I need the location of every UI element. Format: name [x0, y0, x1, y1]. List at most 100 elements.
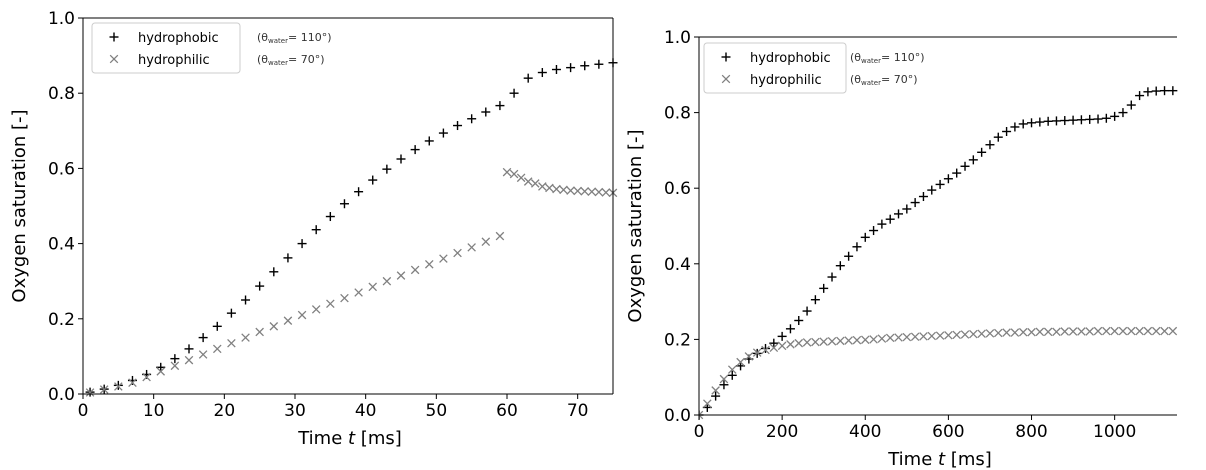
point-hydrophobic: [241, 295, 251, 305]
point-hydrophobic: [212, 321, 222, 331]
point-hydrophobic: [877, 219, 887, 229]
x-tick-label: 400: [849, 422, 881, 442]
point-hydrophilic: [885, 333, 895, 343]
point-hydrophilic: [396, 271, 406, 280]
point-hydrophilic: [827, 337, 837, 346]
point-hydrophobic: [860, 232, 870, 242]
x-tick-label: 0: [694, 422, 705, 442]
point-hydrophobic: [977, 147, 987, 157]
contact-angle-note: (θwater= 70°): [257, 53, 325, 67]
point-hydrophilic: [198, 350, 208, 359]
point-hydrophobic: [993, 132, 1003, 142]
x-axis-label-part: Time: [297, 428, 348, 449]
point-hydrophilic: [761, 345, 770, 355]
point-hydrophilic: [255, 327, 264, 337]
point-hydrophilic: [502, 167, 512, 177]
point-hydrophilic: [382, 276, 392, 286]
point-hydrophilic: [1077, 327, 1086, 336]
note-prefix: (θ: [850, 73, 861, 86]
point-hydrophilic: [283, 316, 293, 325]
x-tick-label: 20: [214, 401, 236, 421]
point-hydrophilic: [752, 348, 762, 357]
point-hydrophilic: [1043, 327, 1053, 337]
point-hydrophobic: [794, 316, 804, 325]
point-hydrophilic: [1110, 326, 1119, 336]
point-hydrophilic: [993, 328, 1003, 338]
point-hydrophilic: [467, 243, 476, 252]
point-hydrophilic: [538, 182, 547, 191]
point-hydrophobic: [537, 68, 547, 78]
y-tick-label: 1.0: [48, 9, 75, 29]
point-hydrophilic: [744, 352, 754, 361]
point-hydrophilic: [927, 331, 937, 341]
point-hydrophilic: [786, 340, 795, 349]
point-hydrophilic: [952, 330, 961, 340]
point-hydrophilic: [894, 333, 903, 342]
point-hydrophobic: [761, 343, 771, 353]
legend-label-hydrophilic: hydrophilic: [138, 53, 210, 68]
note-subscript: water: [861, 79, 881, 87]
point-hydrophobic: [396, 154, 406, 164]
point-hydrophilic: [919, 332, 928, 341]
y-tick-label: 1.0: [664, 28, 691, 48]
legend: hydrophobic hydrophilic: [703, 42, 847, 94]
y-tick-label: 0.0: [48, 385, 75, 405]
point-hydrophobic: [424, 136, 434, 146]
point-hydrophobic: [1018, 119, 1028, 129]
point-hydrophobic: [453, 121, 463, 131]
point-hydrophobic: [1160, 86, 1170, 96]
point-hydrophilic: [1160, 326, 1169, 336]
point-hydrophobic: [852, 242, 862, 252]
point-hydrophilic: [1010, 328, 1020, 337]
point-hydrophilic: [311, 305, 321, 314]
point-hydrophilic: [439, 254, 448, 263]
point-hydrophilic: [495, 231, 505, 241]
point-hydrophilic: [545, 183, 554, 193]
point-hydrophobic: [354, 187, 364, 197]
contact-angle-note: (θwater= 110°): [257, 31, 332, 45]
point-hydrophilic: [573, 186, 582, 196]
point-hydrophobic: [1168, 86, 1178, 96]
point-hydrophilic: [703, 399, 712, 408]
x-tick-label: 70: [567, 401, 589, 421]
point-hydrophilic: [424, 259, 434, 269]
note-suffix: = 70°): [288, 53, 325, 66]
point-hydrophobic: [869, 226, 879, 236]
x-axis-label-part: t: [348, 428, 356, 449]
x-tick-label: 50: [426, 401, 448, 421]
point-hydrophobic: [968, 155, 978, 165]
x-tick-label: 800: [1015, 422, 1047, 442]
point-hydrophilic: [1027, 327, 1036, 337]
point-hydrophilic: [699, 410, 704, 420]
point-hydrophilic: [241, 333, 250, 342]
point-hydrophilic: [509, 169, 519, 179]
point-hydrophobic: [985, 140, 995, 150]
point-hydrophilic: [802, 338, 812, 347]
x-axis-label-part: Time: [887, 449, 938, 470]
note-suffix: = 70°): [881, 73, 918, 86]
point-hydrophilic: [354, 288, 363, 297]
point-hydrophilic: [944, 330, 953, 340]
point-hydrophilic: [1060, 327, 1070, 336]
point-hydrophobic: [885, 214, 895, 224]
y-tick-label: 0.4: [664, 255, 691, 275]
point-hydrophilic: [1093, 326, 1103, 336]
x-axis-label-part: [ms]: [355, 428, 402, 449]
point-hydrophobic: [1101, 113, 1111, 123]
point-hydrophilic: [326, 299, 335, 309]
point-hydrophobic: [1151, 86, 1161, 96]
point-hydrophobic: [523, 73, 533, 83]
point-hydrophilic: [523, 177, 533, 186]
point-hydrophilic: [811, 337, 820, 347]
x-tick-label: 30: [284, 401, 306, 421]
y-tick-label: 0.0: [664, 406, 691, 426]
point-hydrophobic: [325, 212, 335, 222]
point-hydrophilic: [156, 367, 166, 376]
point-hydrophobic: [1027, 118, 1037, 128]
point-hydrophobic: [113, 380, 123, 390]
point-hydrophilic: [566, 186, 575, 195]
point-hydrophobic: [711, 391, 721, 401]
point-hydrophobic: [551, 65, 561, 75]
point-hydrophilic: [297, 310, 307, 320]
point-hydrophobic: [960, 161, 970, 171]
